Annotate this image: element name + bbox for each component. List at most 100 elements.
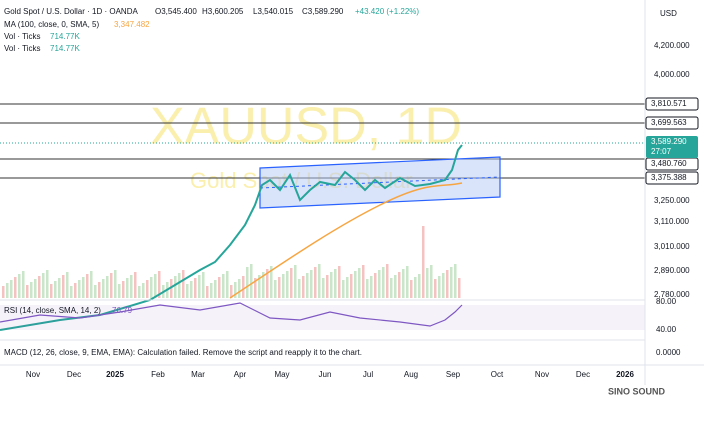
volume-bar [142,283,145,298]
volume-bar [82,277,85,298]
volume-bar [106,276,109,298]
vol-value: 714.77K [50,44,80,53]
time-label: 2025 [106,370,124,379]
volume-bar [90,271,93,298]
volume-bar [238,279,241,298]
volume-bar [2,286,5,298]
level-label: 3,480.760 [651,159,687,168]
volume-bar [78,280,81,298]
volume-bar [110,273,113,298]
volume-bar [246,267,249,298]
volume-bar [214,280,217,298]
price-label: 3,010.000 [654,242,690,251]
volume-bar [418,274,421,298]
time-label: Nov [26,370,40,379]
vol-value: 714.77K [50,32,80,41]
volume-bar [350,274,353,298]
volume-bar [138,286,141,298]
volume-bar [6,283,9,298]
level-box [645,97,699,111]
volume-bar [70,286,73,298]
time-label: Dec [576,370,590,379]
volume-bar [442,273,445,298]
low: L3,540.015 [253,7,294,16]
volume-bar [342,280,345,298]
volume [2,226,461,298]
last-price: 3,589.290 [651,137,687,146]
volume-bar [198,275,201,298]
time-label: 2026 [616,370,634,379]
ma-label: MA (100, close, 0, SMA, 5) [4,20,99,29]
price-label: 4,000.000 [654,70,690,79]
watermark-title: XAUUSD, 1D [150,98,462,156]
time-label: Apr [234,370,247,379]
open: O3,545.400 [155,7,197,16]
volume-bar [338,266,341,298]
ma-value: 3,347.482 [114,20,150,29]
volume-bar [154,274,157,298]
rsi-line [0,302,463,327]
volume-bar [170,279,173,298]
time-label: Sep [446,370,461,379]
volume-bar [62,275,65,298]
rsi-value: 76.79 [112,306,133,315]
volume-bar [438,276,441,298]
volume-bar [366,279,369,298]
time-label: Nov [535,370,549,379]
volume-bar [458,278,461,298]
volume-bar [362,265,365,298]
volume-bar [262,272,265,298]
macd-label: MACD (12, 26, close, 9, EMA, EMA): Calcu… [4,348,362,357]
volume-bar [50,284,53,298]
time-label: Feb [151,370,165,379]
volume-bar [42,273,45,298]
volume-bar [114,270,117,298]
volume-bar [234,282,237,298]
volume-bar [26,285,29,298]
symbol: Gold Spot / U.S. Dollar · 1D · OANDA [4,7,138,16]
volume-bar [314,267,317,298]
volume-bar [330,272,333,298]
volume-bar [274,280,277,298]
volume-bar [182,270,185,298]
volume-bar [402,269,405,298]
volume-bar [422,226,425,298]
change: +43.420 (+1.22%) [355,7,419,16]
volume-bar [322,278,325,298]
level-label: 3,810.571 [651,99,687,108]
volume-bar [298,279,301,298]
level-box [645,116,699,130]
logo: SINO SOUND [608,386,666,396]
time-label: Oct [491,370,504,379]
volume-bar [374,273,377,298]
volume-bar [302,276,305,298]
volume-bar [394,275,397,298]
volume-bar [450,267,453,298]
volume-bar [38,276,41,298]
price-label: 3,110.000 [654,217,690,226]
volume-bar [434,279,437,298]
volume-bar [190,281,193,298]
volume-bar [406,266,409,298]
volume-bar [254,278,257,298]
volume-bar [98,282,101,298]
volume-bar [306,273,309,298]
volume-bar [258,275,261,298]
volume-bar [186,284,189,298]
moving-average [229,182,463,299]
volume-bar [446,270,449,298]
level-label: 3,375.388 [651,173,687,182]
rsi-band [0,305,645,330]
countdown: 27:07 [651,147,672,156]
volume-bar [158,271,161,298]
close: C3,589.290 [302,7,344,16]
volume-bar [290,268,293,298]
volume-bar [398,272,401,298]
vol-label: Vol · Ticks [4,32,40,41]
volume-bar [34,279,37,298]
time-label: Jul [363,370,373,379]
volume-bar [86,274,89,298]
volume-bar [174,276,177,298]
volume-bar [46,270,49,298]
